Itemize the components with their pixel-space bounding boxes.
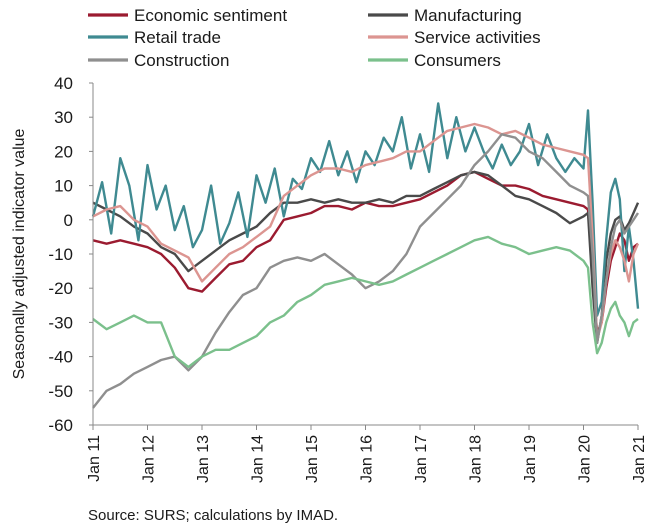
y-tick-label: -60 xyxy=(48,416,73,435)
source-note: Source: SURS; calculations by IMAD. xyxy=(88,507,339,524)
y-tick-label: 30 xyxy=(54,108,73,127)
chart-series xyxy=(91,102,640,409)
x-tick-label: Jan 11 xyxy=(86,435,103,482)
legend-label: Manufacturing xyxy=(414,6,522,25)
x-tick-label: Jan 13 xyxy=(195,435,212,483)
series-line-consumers xyxy=(92,235,639,369)
x-tick-label: Jan 17 xyxy=(413,435,430,483)
x-tick-label: Jan 14 xyxy=(250,435,267,483)
legend-label: Retail trade xyxy=(134,28,221,47)
y-tick-label: -50 xyxy=(48,382,73,401)
y-tick-label: -40 xyxy=(48,348,73,367)
series-line-economic-sentiment xyxy=(92,170,639,334)
x-tick-label: Jan 16 xyxy=(359,435,376,483)
x-tick-label: Jan 21 xyxy=(631,435,648,483)
legend-label: Consumers xyxy=(414,51,501,70)
chart-legend: Economic sentiment Manufacturing Retail tr… xyxy=(88,6,541,70)
x-tick-label: Jan 18 xyxy=(468,435,485,483)
x-tick-label: Jan 15 xyxy=(304,435,321,483)
y-tick-label: -10 xyxy=(48,245,73,264)
y-tick-label: 10 xyxy=(54,177,73,196)
y-tick-label: 20 xyxy=(54,142,73,161)
y-tick-label: -30 xyxy=(48,313,73,332)
y-tick-label: -20 xyxy=(48,279,73,298)
x-tick-label: Jan 20 xyxy=(577,435,594,483)
y-axis-label: Seasonally adjusted indicator value xyxy=(11,128,28,379)
legend-label: Construction xyxy=(134,51,229,70)
series-line-retail-trade xyxy=(91,102,640,317)
series-line-construction xyxy=(92,133,640,409)
y-tick-label: 40 xyxy=(54,74,73,93)
series-line-manufacturing xyxy=(92,170,640,345)
x-axis-ticks: Jan 11 Jan 12 Jan 13 Jan 14 Jan 15 Jan 16 Jan … xyxy=(86,425,648,483)
legend-label: Economic sentiment xyxy=(134,6,287,25)
x-tick-label: Jan 12 xyxy=(141,435,158,483)
y-tick-label: 0 xyxy=(64,211,73,230)
x-tick-label: Jan 19 xyxy=(522,435,539,483)
legend-label: Service activities xyxy=(414,28,541,47)
y-axis-ticks: 40 30 20 10 0 -10 -20 -30 -40 -50 -60 xyxy=(48,74,93,435)
